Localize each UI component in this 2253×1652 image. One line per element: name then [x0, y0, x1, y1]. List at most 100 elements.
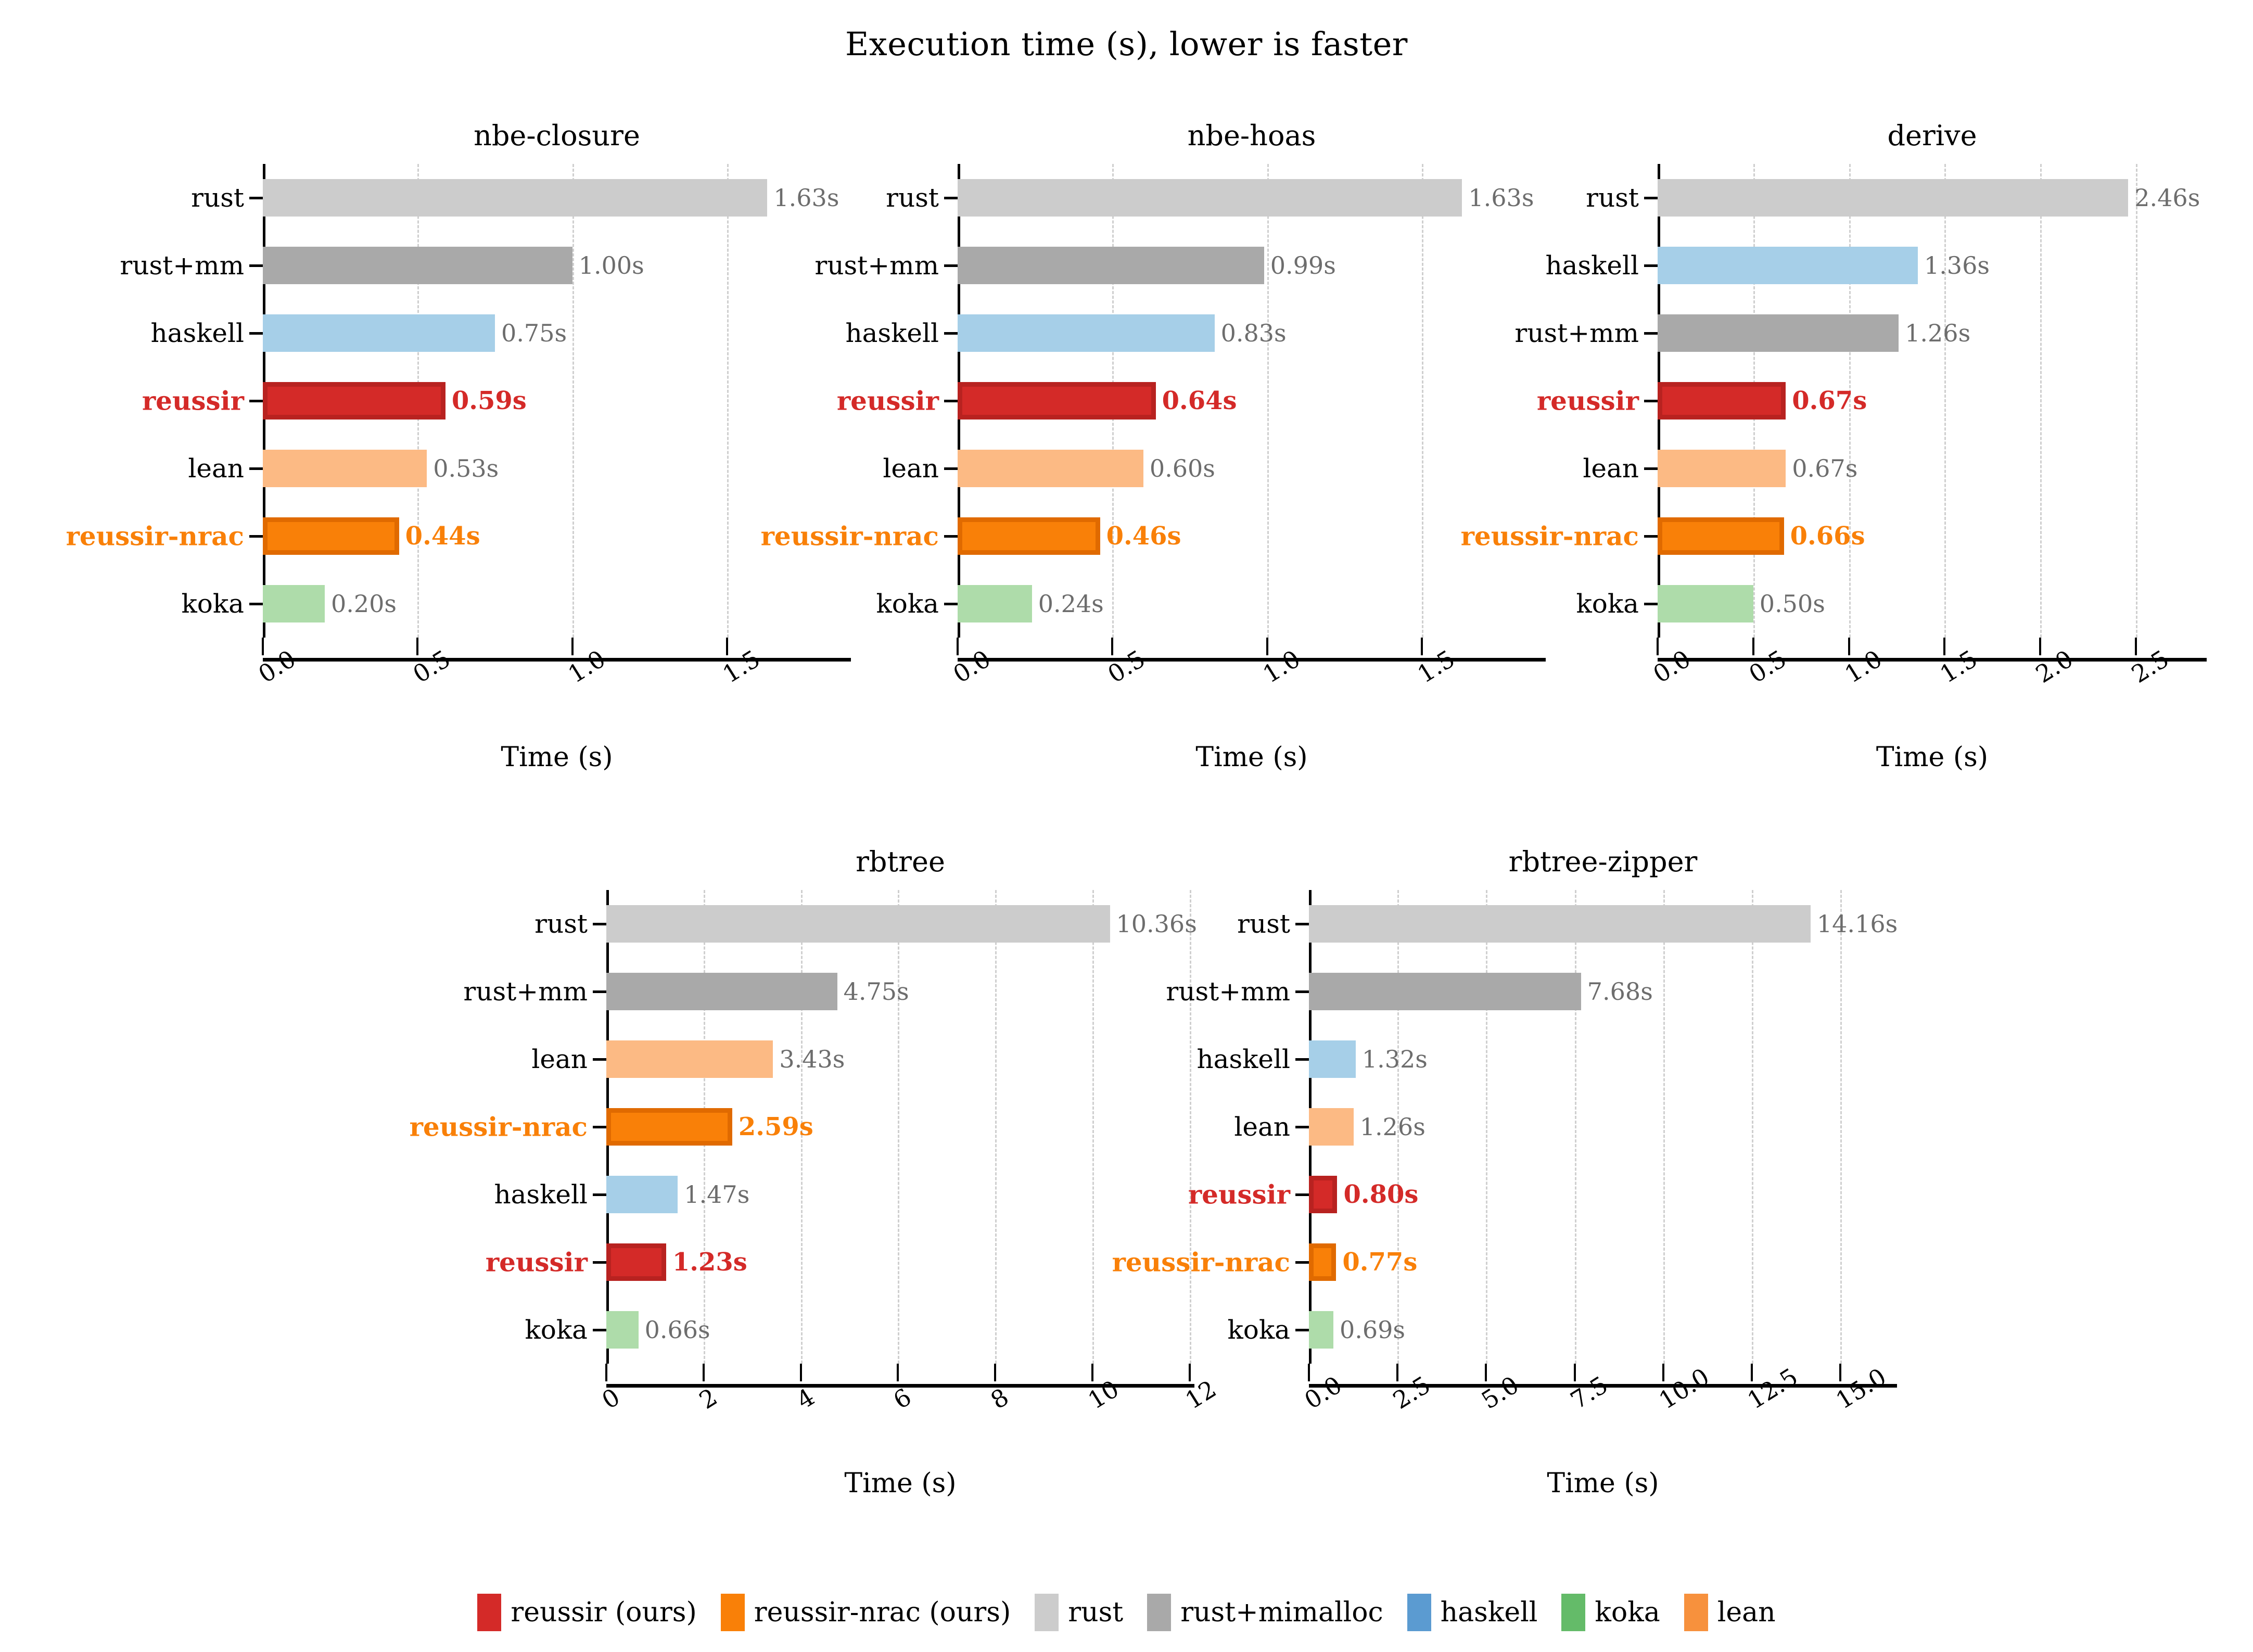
x-gridline — [1840, 890, 1842, 1364]
y-tick — [944, 535, 958, 538]
bar-value-label: 1.63s — [773, 183, 839, 212]
x-tick — [1091, 1364, 1093, 1381]
x-tick-label: 12 — [1180, 1374, 1221, 1415]
bar-value-label: 3.43s — [779, 1045, 845, 1073]
x-gridline — [1422, 164, 1424, 638]
legend-swatch — [477, 1594, 502, 1631]
bar-fill — [1658, 179, 2129, 217]
bar-value-label: 0.60s — [1149, 454, 1215, 482]
x-gridline — [1751, 890, 1753, 1364]
y-tick — [944, 332, 958, 335]
bar-value-label: 0.66s — [1790, 521, 1865, 551]
plot-area: 0.0 0.5 1.0 1.5 2.0 2.5 2.46s rust 1.36s haskell 1… — [1461, 164, 2207, 773]
y-tick — [593, 1058, 606, 1061]
y-tick — [944, 400, 958, 402]
y-tick — [593, 1126, 606, 1128]
x-tick-label: 0.5 — [1743, 644, 1791, 689]
bar-lean: 0.67s — [1658, 449, 1857, 488]
bar-value-label: 0.77s — [1342, 1247, 1418, 1277]
y-tick-label-reussir: reussir — [836, 385, 939, 416]
x-tick-label: 0.5 — [408, 644, 456, 689]
legend-item: rust+mimalloc — [1147, 1594, 1383, 1631]
legend-item: reussir (ours) — [477, 1594, 697, 1631]
bar-fill — [263, 179, 768, 217]
bar-value-label: 0.50s — [1759, 589, 1825, 618]
x-tick — [1188, 1364, 1191, 1381]
y-tick — [1644, 603, 1658, 605]
legend-swatch — [1407, 1594, 1431, 1631]
legend-label: reussir (ours) — [511, 1597, 697, 1628]
x-gridline — [1849, 164, 1851, 638]
bar-fill — [1658, 584, 1753, 623]
y-tick-label-haskell: haskell — [845, 318, 939, 348]
x-axis-label: Time (s) — [844, 1468, 957, 1499]
y-tick-label-rust+mm: rust+mm — [1514, 318, 1639, 348]
bar-rust: 10.36s — [606, 905, 1197, 943]
x-tick — [1750, 1364, 1753, 1381]
y-tick — [944, 603, 958, 605]
bar-value-label: 0.24s — [1038, 589, 1104, 618]
legend-swatch — [1684, 1594, 1708, 1631]
x-tick — [416, 638, 419, 655]
bar-lean: 3.43s — [606, 1040, 845, 1078]
y-tick-label-haskell: haskell — [150, 318, 244, 348]
bar-value-label: 1.26s — [1359, 1112, 1425, 1141]
x-tick — [799, 1364, 802, 1381]
y-tick — [249, 603, 263, 605]
bar-koka: 0.20s — [263, 584, 397, 623]
legend-label: reussir-nrac (ours) — [754, 1597, 1011, 1628]
y-tick-label-reussir-nrac: reussir-nrac — [1460, 520, 1639, 552]
y-tick-label-reussir: reussir — [1188, 1179, 1290, 1210]
bar-fill — [958, 314, 1215, 352]
bar-reussir-nrac: 0.46s — [958, 517, 1181, 555]
bar-fill — [1309, 905, 1811, 943]
bar-fill — [606, 1108, 732, 1146]
bar-reussir-nrac: 0.66s — [1658, 517, 1865, 555]
bar-fill — [263, 517, 399, 555]
y-tick — [1295, 1193, 1309, 1196]
x-tick — [1573, 1364, 1576, 1381]
plot-area: 0 2 4 6 8 10 12 10.36s rust 4.75s rust+mm 3.43s lean… — [410, 890, 1221, 1499]
bar-fill — [1658, 449, 1786, 488]
bar-fill — [958, 449, 1143, 488]
y-tick-label-lean: lean — [1234, 1112, 1290, 1142]
x-tick — [571, 638, 574, 655]
bar-value-label: 2.46s — [2134, 183, 2200, 212]
subplot-nbe-hoas: nbe-hoas 0.0 0.5 1.0 1.5 1.63s rust 0.99s rust+m… — [761, 119, 1546, 773]
plot-area: 0.0 2.5 5.0 7.5 10.0 12.5 15.0 14.16s rust 7.68s r… — [1112, 890, 1898, 1499]
bar-fill — [958, 584, 1032, 623]
x-tick — [1396, 1364, 1399, 1381]
x-tick-label: 0.0 — [1648, 644, 1696, 689]
x-tick-label: 0.0 — [1300, 1370, 1347, 1415]
bar-reussir-nrac: 0.77s — [1309, 1243, 1417, 1281]
subplot-title: nbe-closure — [474, 119, 640, 152]
x-axis-label: Time (s) — [1195, 742, 1308, 773]
bar-value-label: 0.75s — [501, 319, 567, 347]
bar-value-label: 0.44s — [405, 521, 480, 551]
x-tick-label: 0.5 — [1103, 644, 1151, 689]
bar-fill — [958, 517, 1100, 555]
plot-area: 0.0 0.5 1.0 1.5 1.63s rust 0.99s rust+mm 0.83s ha… — [761, 164, 1546, 773]
legend-item: haskell — [1407, 1594, 1537, 1631]
bar-value-label: 1.36s — [1924, 251, 1990, 279]
bar-value-label: 1.26s — [1905, 319, 1971, 347]
y-tick — [249, 400, 263, 402]
legend-item: rust — [1035, 1594, 1123, 1631]
bar-reussir: 1.23s — [606, 1243, 747, 1281]
bar-rust+mm: 1.26s — [1658, 314, 1970, 352]
y-tick — [944, 264, 958, 267]
bar-rust: 14.16s — [1309, 905, 1898, 943]
x-axis-spine — [606, 1384, 1194, 1388]
bar-reussir-nrac: 2.59s — [606, 1108, 813, 1146]
x-tick — [994, 1364, 997, 1381]
bar-lean: 1.26s — [1309, 1108, 1425, 1146]
bar-fill — [606, 1040, 773, 1078]
y-tick-label-koka: koka — [1576, 589, 1639, 619]
bar-fill — [1309, 1108, 1354, 1146]
x-tick — [957, 638, 959, 655]
bar-fill — [263, 584, 325, 623]
subplot-derive: derive 0.0 0.5 1.0 1.5 2.0 2.5 2.46s rust 1.36s ha… — [1461, 119, 2207, 773]
y-tick-label-koka: koka — [876, 589, 939, 619]
bar-value-label: 0.20s — [330, 589, 397, 618]
